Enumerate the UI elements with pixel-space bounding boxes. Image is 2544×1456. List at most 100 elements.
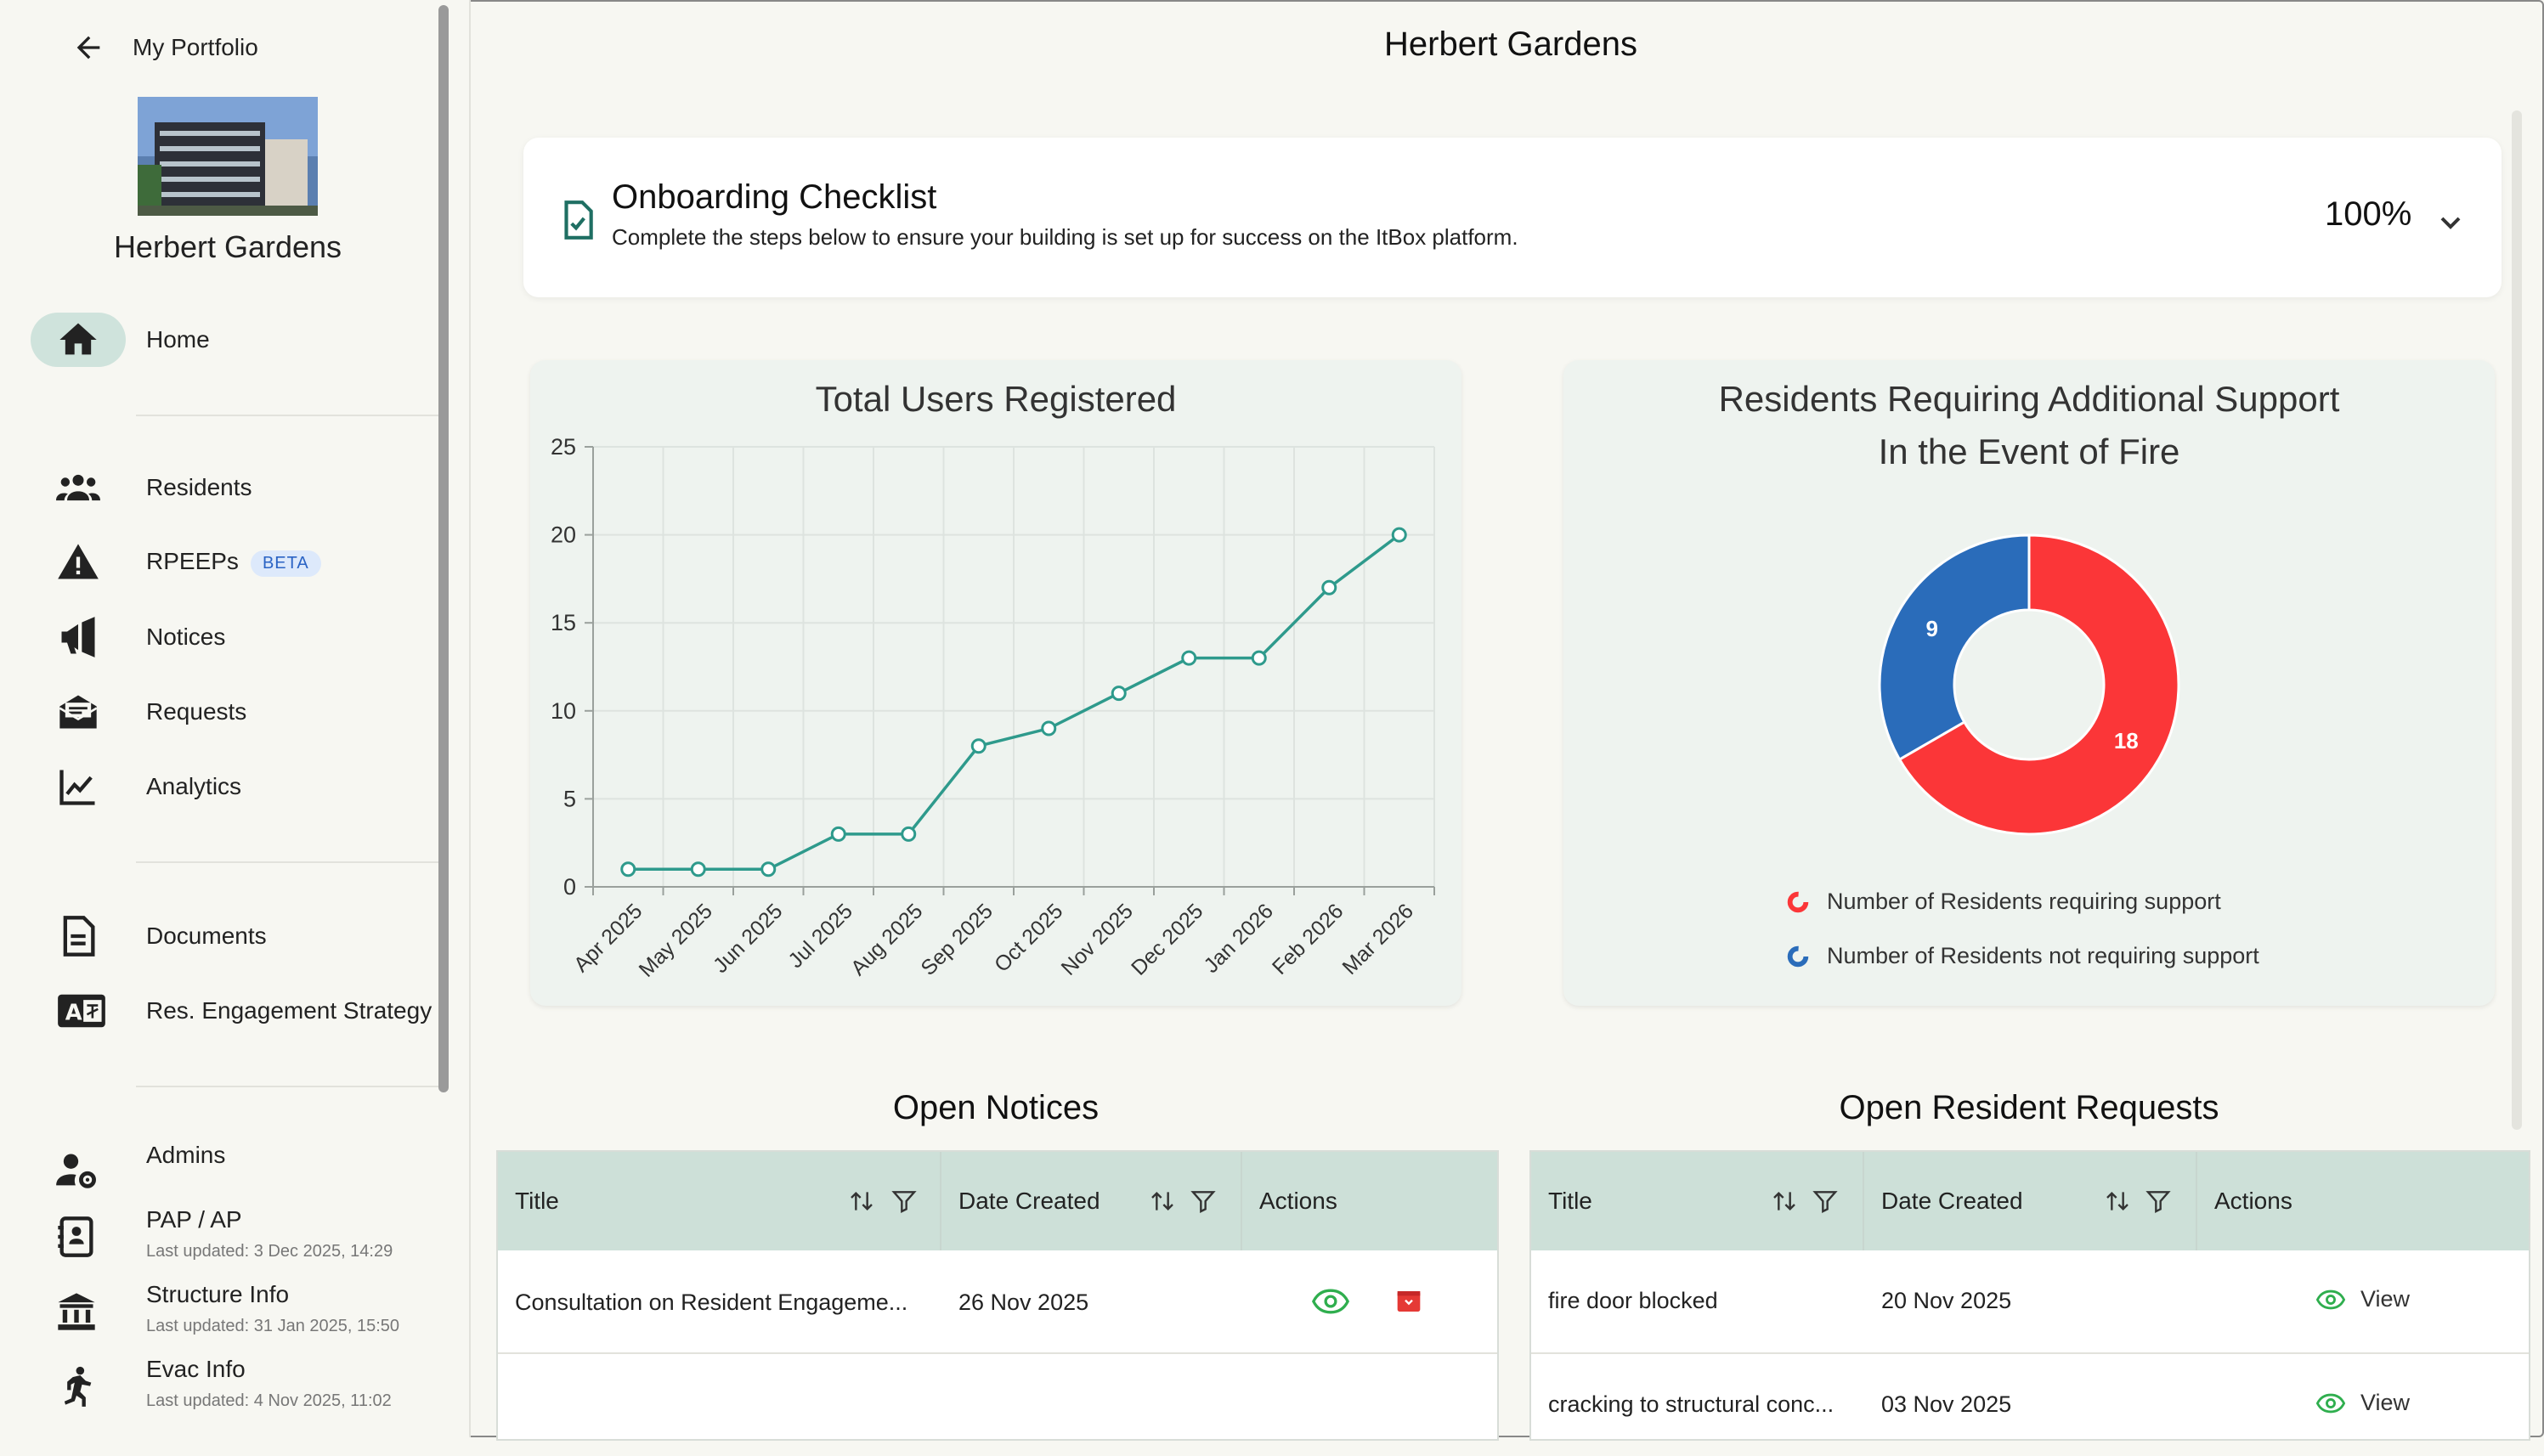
fire-support-chart-card: Residents Requiring Additional Support I…: [1563, 360, 2495, 1006]
table-row[interactable]: fire door blocked 20 Nov 2025 View: [1531, 1250, 2529, 1354]
sort-icon[interactable]: [1771, 1188, 1798, 1215]
table-row[interactable]: Consultation on Resident Engageme... 26 …: [498, 1250, 1497, 1354]
legend-label: Number of Residents requiring support: [1827, 889, 2221, 914]
nav-item-label: Admins: [146, 1142, 226, 1168]
chevron-down-icon[interactable]: [2434, 206, 2468, 240]
data-point: [620, 861, 636, 878]
data-point: [1041, 720, 1057, 736]
sidebar-scrollbar[interactable]: [438, 5, 449, 1092]
nav-item-engagement-strategy[interactable]: A Res. Engagement Strategy: [0, 985, 459, 1036]
y-tick-label: 25: [551, 434, 576, 460]
back-to-portfolio-link[interactable]: My Portfolio: [71, 29, 258, 66]
x-tick-label: Aug 2025: [846, 899, 927, 979]
column-header-date: Date Created: [1881, 1188, 2023, 1214]
nav-item-structure-info[interactable]: Structure Info Last updated: 31 Jan 2025…: [0, 1281, 459, 1349]
nav-item-residents[interactable]: Residents: [0, 462, 459, 513]
last-updated-text: Last updated: 3 Dec 2025, 14:29: [146, 1242, 393, 1261]
back-label: My Portfolio: [133, 34, 258, 60]
table-row[interactable]: [498, 1354, 1497, 1456]
beta-badge: BETA: [250, 550, 321, 577]
table-header: [1531, 1152, 2529, 1250]
filter-icon[interactable]: [1190, 1188, 1217, 1215]
y-tick-label: 0: [563, 874, 576, 900]
legend-item-requiring[interactable]: Number of Residents requiring support: [1786, 889, 2221, 915]
view-request-button[interactable]: View: [2316, 1390, 2410, 1416]
nav-item-requests[interactable]: Requests: [0, 686, 459, 737]
column-header-actions: Actions: [1259, 1188, 1337, 1214]
request-title: cracking to structural conc...: [1548, 1391, 1835, 1417]
nav-item-pap-ap[interactable]: PAP / AP Last updated: 3 Dec 2025, 14:29: [0, 1206, 459, 1274]
data-point: [1321, 579, 1337, 595]
chart-title-line-2: In the Event of Fire: [1878, 432, 2180, 471]
legend-item-not-requiring[interactable]: Number of Residents not requiring suppor…: [1786, 943, 2259, 969]
chart-grid: [585, 446, 1435, 895]
view-label: View: [2360, 1390, 2411, 1415]
running-person-icon: [54, 1364, 102, 1412]
warning-icon: [54, 539, 102, 586]
nav-item-evac-info[interactable]: Evac Info Last updated: 4 Nov 2025, 11:0…: [0, 1356, 459, 1424]
notice-title: Consultation on Resident Engageme...: [515, 1290, 908, 1315]
view-request-button[interactable]: View: [2316, 1286, 2410, 1312]
column-separator: [940, 1152, 941, 1250]
nav-item-label: Structure Info: [146, 1281, 290, 1307]
main-scrollbar[interactable]: [2512, 110, 2522, 1130]
nav-item-label: Home: [146, 326, 210, 353]
column-header-date: Date Created: [958, 1188, 1100, 1214]
column-separator: [1863, 1152, 1864, 1250]
data-point: [1251, 650, 1267, 666]
fire-support-donut-chart: 18 9: [1878, 533, 2180, 836]
table-row[interactable]: cracking to structural conc... 03 Nov 20…: [1531, 1354, 2529, 1456]
sort-icon[interactable]: [1149, 1188, 1176, 1215]
nav-item-label-wrap: RPEEPs BETA: [146, 548, 321, 577]
translate-icon: A: [54, 987, 109, 1035]
x-tick-label: Jun 2025: [709, 899, 788, 978]
sort-icon[interactable]: [848, 1188, 875, 1215]
nav-item-label: Analytics: [146, 773, 242, 799]
archive-icon[interactable]: [1395, 1288, 1422, 1315]
nav-item-documents[interactable]: Documents: [0, 911, 459, 962]
nav-item-home[interactable]: Home: [0, 314, 459, 365]
document-icon: [54, 912, 102, 960]
building-photo: [138, 97, 318, 216]
filter-icon[interactable]: [890, 1188, 918, 1215]
data-point: [690, 861, 706, 878]
nav-item-admins[interactable]: Admins: [0, 1142, 459, 1210]
data-point: [830, 826, 846, 842]
onboarding-title: Onboarding Checklist: [612, 178, 937, 216]
open-notices-table: Title Date Created Actions Consultation …: [496, 1150, 1499, 1441]
filter-icon[interactable]: [1812, 1188, 1839, 1215]
x-tick-label: Jan 2026: [1199, 899, 1278, 978]
filter-icon[interactable]: [2145, 1188, 2172, 1215]
notice-date: 26 Nov 2025: [958, 1290, 1089, 1315]
pie-slice: [1897, 533, 2180, 836]
view-eye-icon[interactable]: [1312, 1286, 1349, 1317]
nav-item-notices[interactable]: Notices: [0, 612, 459, 663]
admin-settings-icon: [54, 1148, 102, 1196]
onboarding-checklist-card[interactable]: Onboarding Checklist Complete the steps …: [523, 138, 2502, 297]
onboarding-progress: 100%: [2325, 195, 2412, 233]
nav-item-analytics[interactable]: Analytics: [0, 761, 459, 812]
request-title: fire door blocked: [1548, 1288, 1718, 1313]
building-name: Herbert Gardens: [113, 229, 342, 264]
total-users-chart-card: Total Users Registered 0 5 10 15 20 25 Apr 202…: [530, 360, 1461, 1006]
data-point: [1391, 527, 1407, 543]
slice-value-label: 18: [2114, 728, 2139, 753]
column-header-actions: Actions: [2214, 1188, 2292, 1214]
column-separator: [2196, 1152, 2197, 1250]
nav-item-rpeeps[interactable]: RPEEPs BETA: [0, 537, 459, 588]
last-updated-text: Last updated: 4 Nov 2025, 11:02: [146, 1391, 392, 1410]
contact-card-icon: [54, 1215, 102, 1262]
sidebar: My Portfolio Herbert Gardens Home Reside…: [0, 0, 471, 1437]
legend-donut-red-icon: [1787, 891, 1809, 912]
column-separator: [1241, 1152, 1242, 1250]
x-tick-label: Jul 2025: [783, 899, 857, 973]
column-header-title: Title: [1548, 1188, 1592, 1214]
x-tick-label: Oct 2025: [990, 899, 1068, 977]
request-date: 03 Nov 2025: [1881, 1391, 2012, 1417]
onboarding-description: Complete the steps below to ensure your …: [612, 224, 1518, 250]
y-tick-label: 20: [551, 522, 576, 548]
request-date: 20 Nov 2025: [1881, 1288, 2012, 1313]
sort-icon[interactable]: [2104, 1188, 2131, 1215]
x-tick-label: Sep 2025: [917, 899, 998, 979]
x-tick-label: Mar 2026: [1338, 899, 1418, 979]
